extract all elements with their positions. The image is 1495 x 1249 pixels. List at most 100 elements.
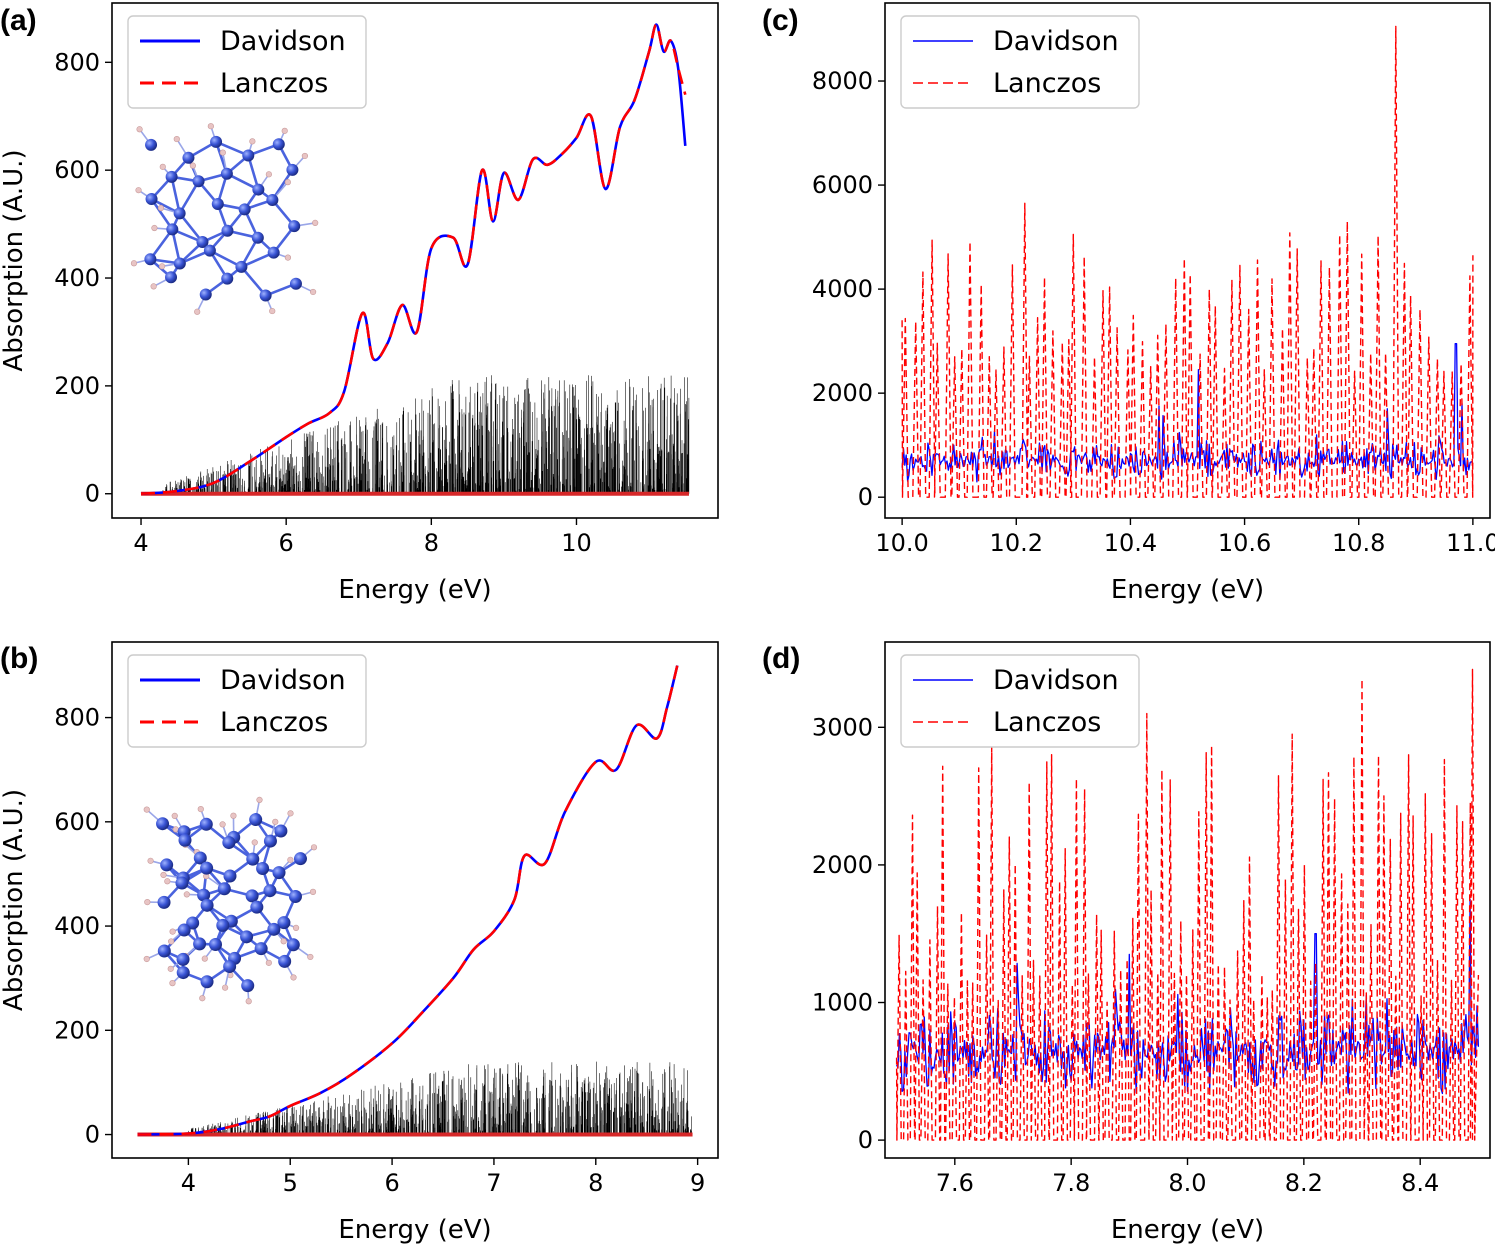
- hydrogen-atom: [291, 975, 297, 981]
- carbon-atom: [263, 884, 276, 897]
- carbon-atom: [290, 278, 302, 290]
- hydrogen-atom: [252, 840, 258, 846]
- hydrogen-atom: [311, 844, 317, 850]
- carbon-atom: [177, 966, 190, 979]
- carbon-atom: [210, 136, 222, 148]
- y-tick-label: 2000: [812, 851, 873, 879]
- carbon-atom: [166, 171, 178, 183]
- carbon-atom: [239, 203, 251, 215]
- carbon-atom: [156, 817, 169, 830]
- legend-label-lanczos: Lanczos: [220, 68, 328, 99]
- hydrogen-atom: [144, 807, 150, 813]
- x-axis-label: Energy (eV): [1111, 1215, 1264, 1245]
- carbon-atom: [144, 253, 156, 265]
- carbon-atom: [267, 923, 280, 936]
- stick-spectrum: [137, 1062, 692, 1135]
- x-tick-label: 6: [384, 1169, 399, 1197]
- carbon-atom: [216, 919, 229, 932]
- hydrogen-atom: [148, 858, 154, 864]
- hydrogen-atom: [220, 150, 226, 156]
- carbon-atom: [193, 937, 206, 950]
- x-axis-label: Energy (eV): [1111, 575, 1264, 605]
- y-tick-label: 800: [54, 704, 100, 732]
- legend-label-davidson: Davidson: [993, 665, 1119, 696]
- hydrogen-atom: [170, 980, 176, 986]
- hydrogen-atom: [269, 308, 275, 314]
- x-tick-label: 10: [561, 529, 592, 557]
- x-tick-label: 4: [133, 529, 148, 557]
- carbon-atom: [166, 223, 178, 235]
- hydrogen-atom: [282, 128, 288, 134]
- hydrogen-atom: [137, 126, 143, 132]
- y-tick-label: 0: [858, 483, 873, 511]
- x-tick-label: 10.6: [1218, 529, 1271, 557]
- hydrogen-atom: [144, 956, 150, 962]
- carbon-atom: [252, 184, 264, 196]
- carbon-atom: [209, 938, 222, 951]
- y-tick-label: 800: [54, 48, 100, 76]
- carbon-atom: [260, 290, 272, 302]
- carbon-atom: [178, 834, 191, 847]
- hydrogen-atom: [190, 163, 196, 169]
- carbon-atom: [273, 138, 285, 150]
- carbon-atom: [165, 271, 177, 283]
- hydrogen-atom: [222, 985, 228, 991]
- carbon-atom: [193, 175, 205, 187]
- hydrogen-atom: [158, 205, 164, 211]
- hydrogen-atom: [199, 995, 205, 1001]
- carbon-atom: [221, 168, 233, 180]
- x-tick-label: 7: [486, 1169, 501, 1197]
- y-axis-label: Absorption (A.U.): [0, 149, 29, 371]
- carbon-atom: [222, 836, 235, 849]
- panel-label: (b): [0, 642, 38, 675]
- hydrogen-atom: [159, 264, 165, 270]
- hydrogen-atom: [194, 309, 200, 315]
- x-tick-label: 10.2: [990, 529, 1043, 557]
- hydrogen-atom: [308, 954, 314, 960]
- y-tick-label: 2000: [812, 379, 873, 407]
- carbon-atom: [274, 824, 287, 837]
- hydrogen-atom: [202, 956, 208, 962]
- y-tick-label: 400: [54, 912, 100, 940]
- hydrogen-atom: [198, 806, 204, 812]
- hydrogen-atom: [310, 289, 316, 295]
- y-tick-label: 600: [54, 808, 100, 836]
- hydrogen-atom: [220, 822, 226, 828]
- panel-label: (c): [762, 4, 799, 37]
- x-tick-label: 4: [181, 1169, 196, 1197]
- y-axis-label: Absorption (A.U.): [0, 789, 29, 1011]
- y-tick-label: 200: [54, 1016, 100, 1044]
- carbon-atom: [268, 247, 280, 259]
- carbon-atom: [294, 852, 307, 865]
- carbon-atom: [255, 942, 268, 955]
- x-tick-label: 7.8: [1052, 1169, 1090, 1197]
- x-tick-label: 10.0: [875, 529, 928, 557]
- legend-label-davidson: Davidson: [993, 26, 1119, 57]
- carbon-atom: [174, 257, 186, 269]
- carbon-atom: [266, 194, 278, 206]
- carbon-atom: [241, 979, 254, 992]
- carbon-atom: [200, 818, 213, 831]
- molecule-inset: [144, 797, 317, 1004]
- hydrogen-atom: [168, 939, 174, 945]
- hydrogen-atom: [266, 172, 272, 178]
- carbon-atom: [286, 164, 298, 176]
- hydrogen-atom: [257, 797, 263, 803]
- carbon-atom: [158, 945, 171, 958]
- carbon-atom: [289, 890, 302, 903]
- stick-spectrum: [141, 375, 689, 493]
- x-tick-label: 8: [588, 1169, 603, 1197]
- y-tick-label: 8000: [812, 67, 873, 95]
- y-tick-label: 0: [85, 480, 100, 508]
- hydrogen-atom: [172, 813, 178, 819]
- hydrogen-atom: [281, 938, 287, 944]
- carbon-atom: [240, 930, 253, 943]
- hydrogen-atom: [131, 260, 137, 266]
